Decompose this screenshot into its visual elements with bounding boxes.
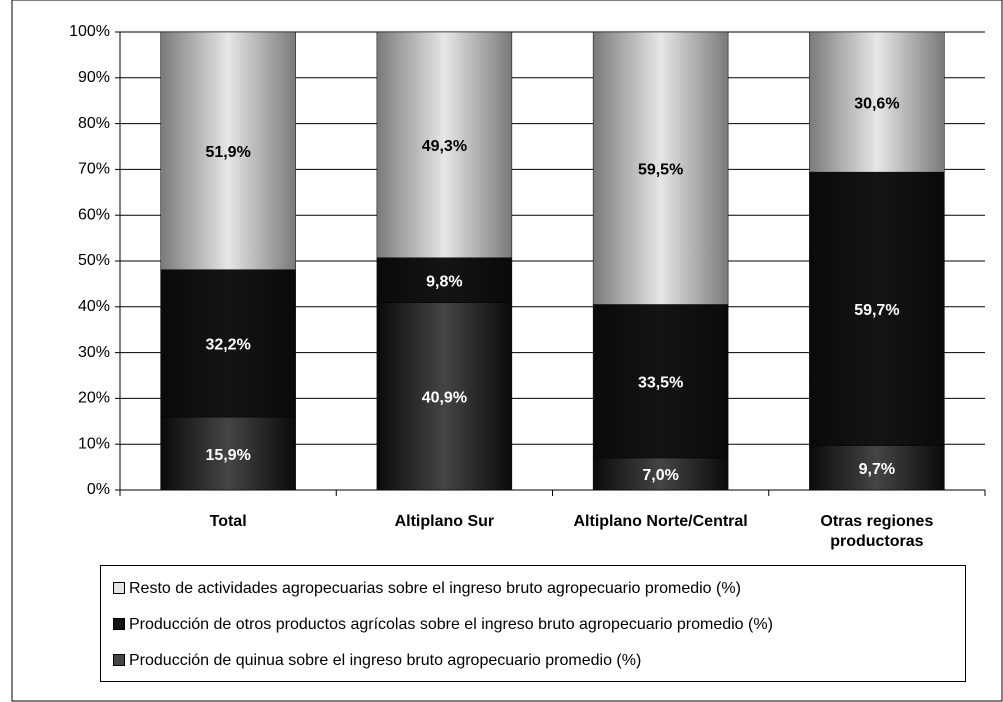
data-label: 9,8% [426, 273, 462, 290]
data-label: 9,7% [859, 461, 895, 478]
data-label: 33,5% [638, 374, 683, 391]
data-label: 51,9% [205, 144, 250, 161]
x-tick-label: Altiplano Sur [394, 513, 495, 530]
x-tick-label: Altiplano Norte/Central [573, 513, 748, 530]
y-tick-label: 80% [78, 115, 110, 132]
bar-segment [376, 31, 513, 259]
bar-segment [592, 304, 729, 459]
legend-swatch [113, 618, 125, 630]
bar-segment [376, 257, 513, 303]
x-tick-label: Otras regiones productoras [820, 513, 934, 550]
data-label: 7,0% [642, 467, 678, 484]
legend-swatch [113, 582, 125, 594]
legend-label: Resto de actividades agropecuarias sobre… [129, 580, 741, 597]
bar-segment [809, 171, 945, 446]
bar-segment [809, 31, 945, 173]
legend: Resto de actividades agropecuarias sobre… [100, 565, 966, 682]
bar-segment [160, 31, 296, 270]
y-tick-label: 60% [78, 206, 110, 223]
bar-segment [160, 416, 296, 491]
data-label: 15,9% [205, 447, 250, 464]
bar-segment [160, 269, 296, 418]
y-tick-label: 10% [78, 435, 110, 452]
x-tick-label: Total [209, 513, 247, 530]
data-label: 32,2% [205, 337, 250, 354]
bar-segment [809, 445, 945, 491]
frame [11, 0, 1003, 702]
y-tick-label: 50% [78, 252, 110, 269]
y-tick-label: 100% [69, 23, 110, 40]
legend-entry: Producción de otros productos agrícolas … [113, 607, 953, 643]
legend-label: Producción de otros productos agrícolas … [129, 616, 773, 633]
data-label: 49,3% [422, 138, 467, 155]
data-label: 59,5% [638, 161, 683, 178]
y-tick-label: 0% [87, 481, 110, 498]
y-tick-label: 90% [78, 69, 110, 86]
legend-entry: Producción de quinua sobre el ingreso br… [113, 643, 953, 679]
legend-entry: Resto de actividades agropecuarias sobre… [113, 571, 953, 607]
y-tick-label: 70% [78, 161, 110, 178]
data-label: 59,7% [854, 302, 899, 319]
bar-segment [592, 31, 729, 305]
data-label: 40,9% [422, 390, 467, 407]
bar-segment [592, 457, 729, 491]
y-tick-label: 40% [78, 298, 110, 315]
data-label: 30,6% [854, 95, 899, 112]
y-tick-label: 30% [78, 344, 110, 361]
legend-label: Producción de quinua sobre el ingreso br… [129, 652, 642, 669]
y-tick-label: 20% [78, 390, 110, 407]
legend-swatch [113, 654, 125, 666]
